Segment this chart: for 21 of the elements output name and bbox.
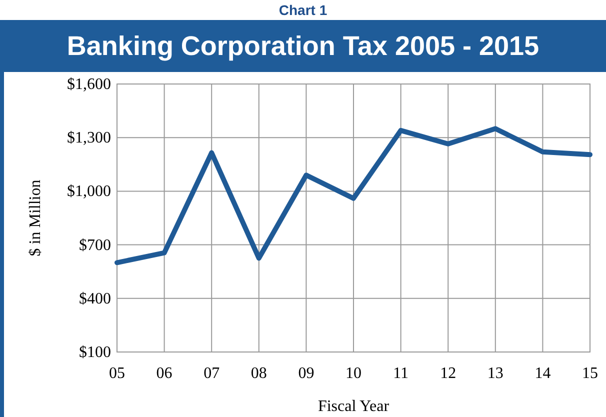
chart-subtitle: Chart 1 <box>278 2 328 18</box>
x-tick-label: 05 <box>109 365 125 382</box>
chart-title: Banking Corporation Tax 2005 - 2015 <box>66 31 540 61</box>
y-tick-label: $1,300 <box>67 130 111 147</box>
y-tick-label: $400 <box>79 290 111 308</box>
x-tick-label: 06 <box>156 365 172 382</box>
y-tick-label: $100 <box>79 344 111 361</box>
y-axis-title: $ in Million <box>27 180 44 256</box>
y-tick-label: $1,600 <box>67 76 111 93</box>
x-tick-label: 08 <box>250 365 267 382</box>
x-tick-label: 13 <box>487 365 504 382</box>
x-axis-title: Fiscal Year <box>318 398 390 415</box>
x-tick-label: 10 <box>346 365 362 382</box>
x-tick-label: 07 <box>204 365 220 382</box>
x-tick-label: 12 <box>440 365 456 382</box>
x-tick-label: 09 <box>298 365 314 382</box>
y-tick-label: $700 <box>79 236 111 254</box>
x-tick-label: 14 <box>534 365 551 382</box>
x-tick-label: 11 <box>393 365 409 382</box>
y-tick-label: $1,000 <box>67 183 111 200</box>
x-tick-label: 15 <box>582 365 598 382</box>
